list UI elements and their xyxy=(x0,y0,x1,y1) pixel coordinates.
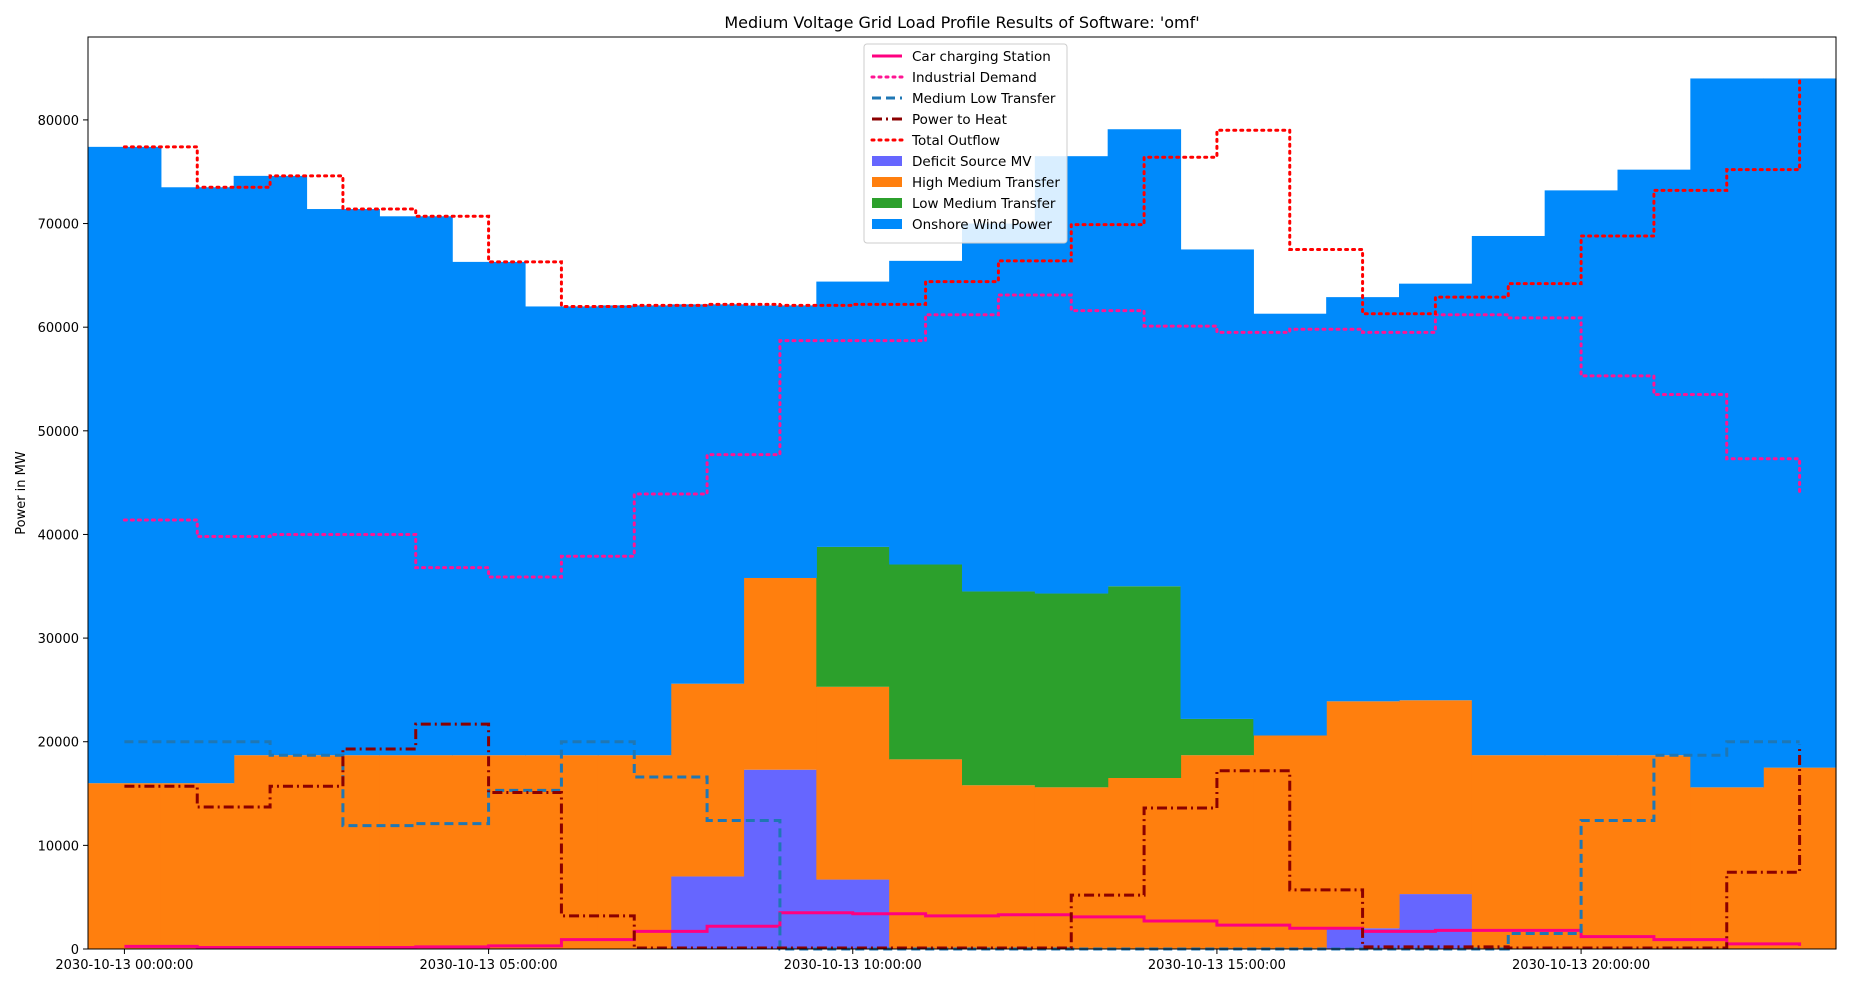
area-segment xyxy=(1617,755,1691,949)
line-car-charging-station xyxy=(124,911,1802,949)
plot-frame xyxy=(87,36,1837,950)
area-onshore-wind-power xyxy=(88,78,1837,788)
y-tick-label: 20000 xyxy=(38,736,79,751)
area-segment xyxy=(1180,718,1254,756)
area-segment xyxy=(1399,700,1473,895)
area-segment xyxy=(962,785,1036,949)
area-segment xyxy=(1253,313,1327,736)
legend-area-swatch xyxy=(872,198,902,208)
line-power-to-heat xyxy=(124,722,1802,950)
area-segment xyxy=(1034,787,1109,949)
area-low-medium-transfer xyxy=(816,546,1254,788)
legend-label: Power to Heat xyxy=(912,112,1007,128)
legend-item: Low Medium Transfer xyxy=(872,196,1056,212)
y-axis: 0 10000 20000 30000 40000 50000 60000 70000 8000… xyxy=(38,114,88,958)
area-segment xyxy=(1471,235,1546,756)
legend-item: Onshore Wind Power xyxy=(872,217,1052,233)
area-segment xyxy=(743,577,817,770)
legend-box xyxy=(863,43,1068,244)
area-segment xyxy=(670,876,745,949)
y-tick-label: 10000 xyxy=(38,839,79,854)
legend-item: Medium Low Transfer xyxy=(872,91,1056,107)
area-segment xyxy=(889,564,963,760)
area-segment xyxy=(1107,778,1182,949)
line-industrial-demand xyxy=(122,293,1802,579)
area-segment xyxy=(743,305,817,578)
area-segment xyxy=(1617,169,1691,756)
area-segment xyxy=(816,281,890,547)
area-segment xyxy=(379,216,453,756)
area-segment xyxy=(88,146,162,784)
y-tick-label: 80000 xyxy=(38,114,79,129)
area-segment xyxy=(889,260,963,565)
legend-area-swatch xyxy=(872,177,902,187)
area-segment xyxy=(88,783,162,949)
legend-label: Industrial Demand xyxy=(912,70,1037,86)
legend-label: High Medium Transfer xyxy=(912,175,1060,191)
area-segment xyxy=(1180,249,1254,719)
legend: Car charging Station Industrial Demand Med… xyxy=(863,43,1068,244)
area-segment xyxy=(962,223,1036,592)
line-total-outflow xyxy=(122,76,1802,316)
legend-area-swatch xyxy=(872,219,902,229)
legend-item: Power to Heat xyxy=(872,112,1007,128)
area-segment xyxy=(1763,78,1837,768)
area-segment xyxy=(452,261,526,756)
y-tick-label: 0 xyxy=(71,943,79,958)
y-tick-label: 60000 xyxy=(38,321,79,336)
legend-label: Low Medium Transfer xyxy=(912,196,1056,212)
area-segment xyxy=(816,686,890,880)
y-tick-label: 70000 xyxy=(38,218,79,233)
y-tick-label: 50000 xyxy=(38,425,79,440)
area-segment xyxy=(1107,129,1182,587)
area-segment xyxy=(1471,755,1546,949)
y-axis-label: Power in MW xyxy=(14,451,29,535)
area-segment xyxy=(1326,928,1400,949)
x-tick-label: 2030-10-13 05:00:00 xyxy=(420,958,558,973)
legend-item: Car charging Station xyxy=(872,49,1051,65)
area-segment xyxy=(233,755,308,949)
area-segment xyxy=(962,591,1036,786)
area-segment xyxy=(1399,894,1473,949)
legend-area-swatch xyxy=(872,156,902,166)
x-tick-label: 2030-10-13 20:00:00 xyxy=(1512,958,1650,973)
x-tick-label: 2030-10-13 15:00:00 xyxy=(1148,958,1286,973)
area-segment xyxy=(452,755,526,949)
y-tick-label: 30000 xyxy=(38,632,79,647)
area-segment xyxy=(306,209,380,756)
x-tick-label: 2030-10-13 10:00:00 xyxy=(784,958,922,973)
area-segment xyxy=(816,546,890,687)
legend-label: Total Outflow xyxy=(911,133,1000,149)
legend-label: Car charging Station xyxy=(912,49,1051,65)
area-segment xyxy=(1690,78,1764,788)
legend-label: Onshore Wind Power xyxy=(912,217,1052,233)
area-segment xyxy=(889,759,963,949)
legend-item: Deficit Source MV xyxy=(872,154,1032,170)
legend-label: Deficit Source MV xyxy=(912,154,1032,170)
area-segment xyxy=(233,175,308,756)
legend-item: High Medium Transfer xyxy=(872,175,1060,191)
x-tick-label: 2030-10-13 00:00:00 xyxy=(55,958,193,973)
legend-label: Medium Low Transfer xyxy=(912,91,1056,107)
chart-title: Medium Voltage Grid Load Profile Results… xyxy=(724,13,1199,32)
legend-item: Total Outflow xyxy=(870,133,1000,149)
area-segment xyxy=(1544,755,1619,949)
area-segment xyxy=(525,306,599,756)
y-tick-label: 40000 xyxy=(38,528,79,543)
legend-item: Industrial Demand xyxy=(870,70,1037,86)
area-segment xyxy=(1034,593,1109,788)
area-segment xyxy=(1690,787,1764,949)
area-segment xyxy=(1107,586,1182,778)
area-segment xyxy=(1399,283,1473,701)
area-segment xyxy=(379,755,453,949)
area-segment xyxy=(160,187,235,784)
area-segment xyxy=(1326,297,1400,702)
area-segment xyxy=(160,783,235,949)
x-axis: 2030-10-13 00:00:00 2030-10-13 05:00:00 20… xyxy=(55,949,1650,973)
